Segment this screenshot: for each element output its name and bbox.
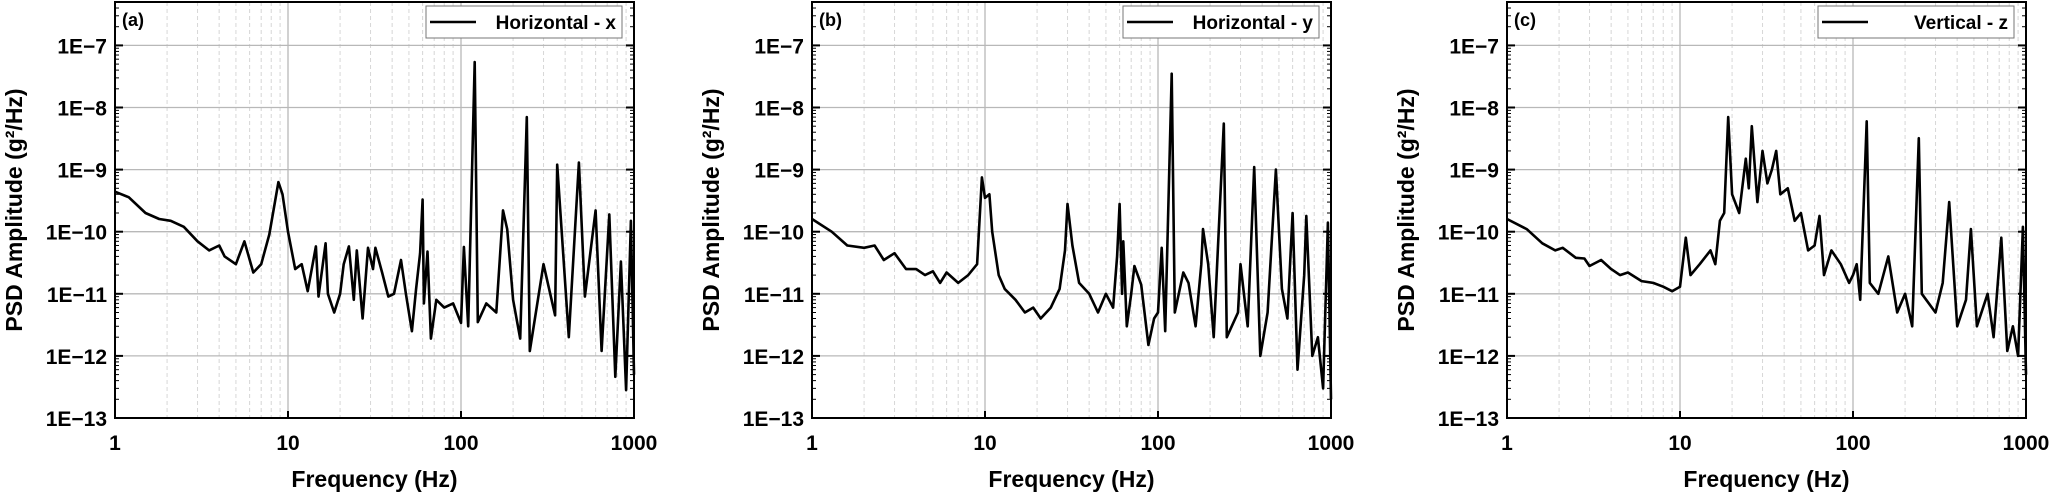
x-tick-label: 10 (276, 432, 299, 455)
y-tick-label: 1E−10 (743, 222, 804, 245)
x-tick-label: 1000 (611, 432, 658, 455)
plot-frame (811, 1, 1332, 419)
plot-frame (114, 1, 635, 419)
y-tick-label: 1E−8 (754, 98, 804, 121)
plot-frame (1506, 1, 2027, 419)
series-line (1506, 115, 2028, 375)
y-tick-label: 1E−8 (57, 98, 107, 121)
y-axis-title: PSD Amplitude (g²/Hz) (1, 88, 27, 331)
panel-label: (a) (122, 10, 144, 30)
panel-b: 1 10 100 1000 1E−13 1E−12 1E−11 1E−10 1E−9 1E−8 1E… (698, 1, 1355, 492)
y-tick-label: 1E−10 (1438, 222, 1499, 245)
y-axis-title: PSD Amplitude (g²/Hz) (1393, 88, 1419, 331)
x-axis-title: Frequency (Hz) (988, 466, 1154, 492)
panel-label: (b) (819, 10, 842, 30)
y-tick-label: 1E−7 (754, 35, 804, 58)
x-tick-label: 1 (806, 432, 818, 455)
y-tick-label: 1E−12 (1438, 346, 1499, 369)
x-tick-label: 100 (443, 432, 478, 455)
x-tick-label: 10 (1668, 432, 1691, 455)
y-tick-label: 1E−13 (46, 408, 107, 431)
y-tick-label: 1E−13 (743, 408, 804, 431)
y-tick-label: 1E−13 (1438, 408, 1499, 431)
y-tick-label: 1E−7 (1449, 35, 1499, 58)
x-tick-label: 100 (1835, 432, 1870, 455)
x-tick-label: 1 (1501, 432, 1513, 455)
legend-box (425, 5, 623, 39)
y-tick-label: 1E−12 (743, 346, 804, 369)
y-tick-label: 1E−9 (754, 160, 804, 183)
y-tick-label: 1E−7 (57, 35, 107, 58)
legend-label: Vertical - z (1914, 13, 2008, 34)
series-line (811, 72, 1333, 400)
panel-c: 1 10 100 1000 1E−13 1E−12 1E−11 1E−10 1E−9 1E−8 1E… (1393, 1, 2050, 492)
x-tick-label: 10 (973, 432, 996, 455)
x-tick-label: 1 (109, 432, 121, 455)
panel-a: 1 10 100 1000 1E−13 1E−12 1E−11 1E−10 1E−9 1E−8 1E… (1, 1, 658, 492)
x-tick-label: 1000 (2003, 432, 2050, 455)
x-tick-label: 1000 (1308, 432, 1355, 455)
y-tick-label: 1E−8 (1449, 98, 1499, 121)
x-axis-title: Frequency (Hz) (1683, 466, 1849, 492)
y-tick-label: 1E−11 (744, 284, 804, 307)
y-tick-label: 1E−11 (47, 284, 107, 307)
y-tick-label: 1E−9 (57, 160, 107, 183)
y-tick-label: 1E−9 (1449, 160, 1499, 183)
x-tick-label: 100 (1140, 432, 1175, 455)
legend-label: Horizontal - x (496, 13, 617, 34)
legend: Horizontal - y (1122, 5, 1320, 39)
legend: Horizontal - x (425, 5, 623, 39)
x-axis-title: Frequency (Hz) (291, 466, 457, 492)
panel-label: (c) (1514, 10, 1536, 30)
y-axis-title: PSD Amplitude (g²/Hz) (698, 88, 724, 331)
series-line (114, 60, 636, 392)
y-tick-label: 1E−10 (46, 222, 107, 245)
y-tick-label: 1E−12 (46, 346, 107, 369)
legend: Vertical - z (1817, 5, 2015, 39)
legend-label: Horizontal - y (1193, 13, 1314, 34)
y-tick-label: 1E−11 (1439, 284, 1499, 307)
